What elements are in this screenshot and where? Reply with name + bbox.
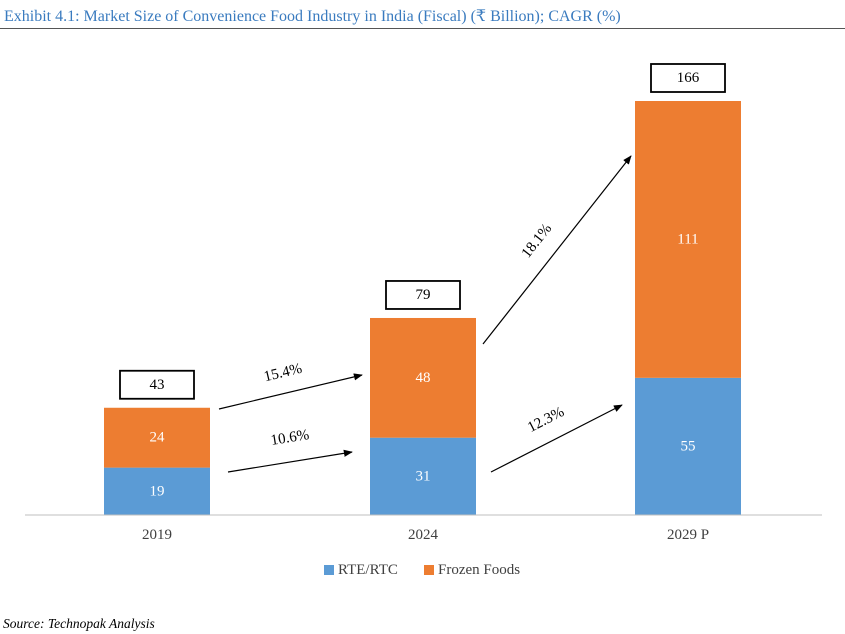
cagr-label: 18.1%: [519, 221, 556, 261]
cagr-label: 10.6%: [270, 427, 311, 449]
data-label: 31: [416, 468, 431, 484]
total-label: 166: [677, 70, 700, 86]
cagr-arrow: [490, 404, 623, 473]
x-tick-label: 2024: [408, 527, 439, 543]
source-note: Source: Technopak Analysis: [3, 616, 155, 631]
data-label: 19: [150, 483, 165, 499]
x-tick-label: 2029 P: [667, 527, 709, 543]
cagr-arrow: [218, 373, 363, 410]
bar-rte-rtc-2029-p: [635, 377, 741, 515]
total-label: 79: [416, 287, 431, 303]
bar-rte-rtc-2019: [104, 467, 210, 515]
total-box: [119, 369, 195, 400]
chart-title: Exhibit 4.1: Market Size of Convenience …: [4, 8, 621, 25]
legend-label: RTE/RTC: [338, 562, 398, 578]
data-label: 111: [677, 231, 698, 247]
bar-frozen-foods-2019: [104, 407, 210, 468]
data-label: 48: [416, 370, 431, 386]
stacked-bar-chart: 19 24 43 2019 31 48 79 2024 55 111 166 2029 P 15.4% 1…: [25, 63, 822, 578]
legend-label: Frozen Foods: [438, 562, 520, 578]
legend-swatch: [324, 565, 334, 575]
cagr-label: 12.3%: [525, 404, 567, 436]
cagr-label: 15.4%: [262, 361, 303, 386]
x-tick-label: 2019: [142, 527, 172, 543]
total-box: [385, 280, 461, 310]
total-label: 43: [150, 377, 165, 393]
bar-frozen-foods-2024: [370, 317, 476, 438]
bar-rte-rtc-2024: [370, 437, 476, 515]
legend-swatch: [424, 565, 434, 575]
data-label: 55: [681, 438, 696, 454]
cagr-arrow: [482, 155, 632, 345]
total-box: [650, 63, 726, 93]
bar-frozen-foods-2029-p: [635, 101, 741, 378]
data-label: 24: [150, 430, 166, 446]
cagr-arrow: [227, 449, 353, 473]
title-divider: [0, 28, 845, 29]
